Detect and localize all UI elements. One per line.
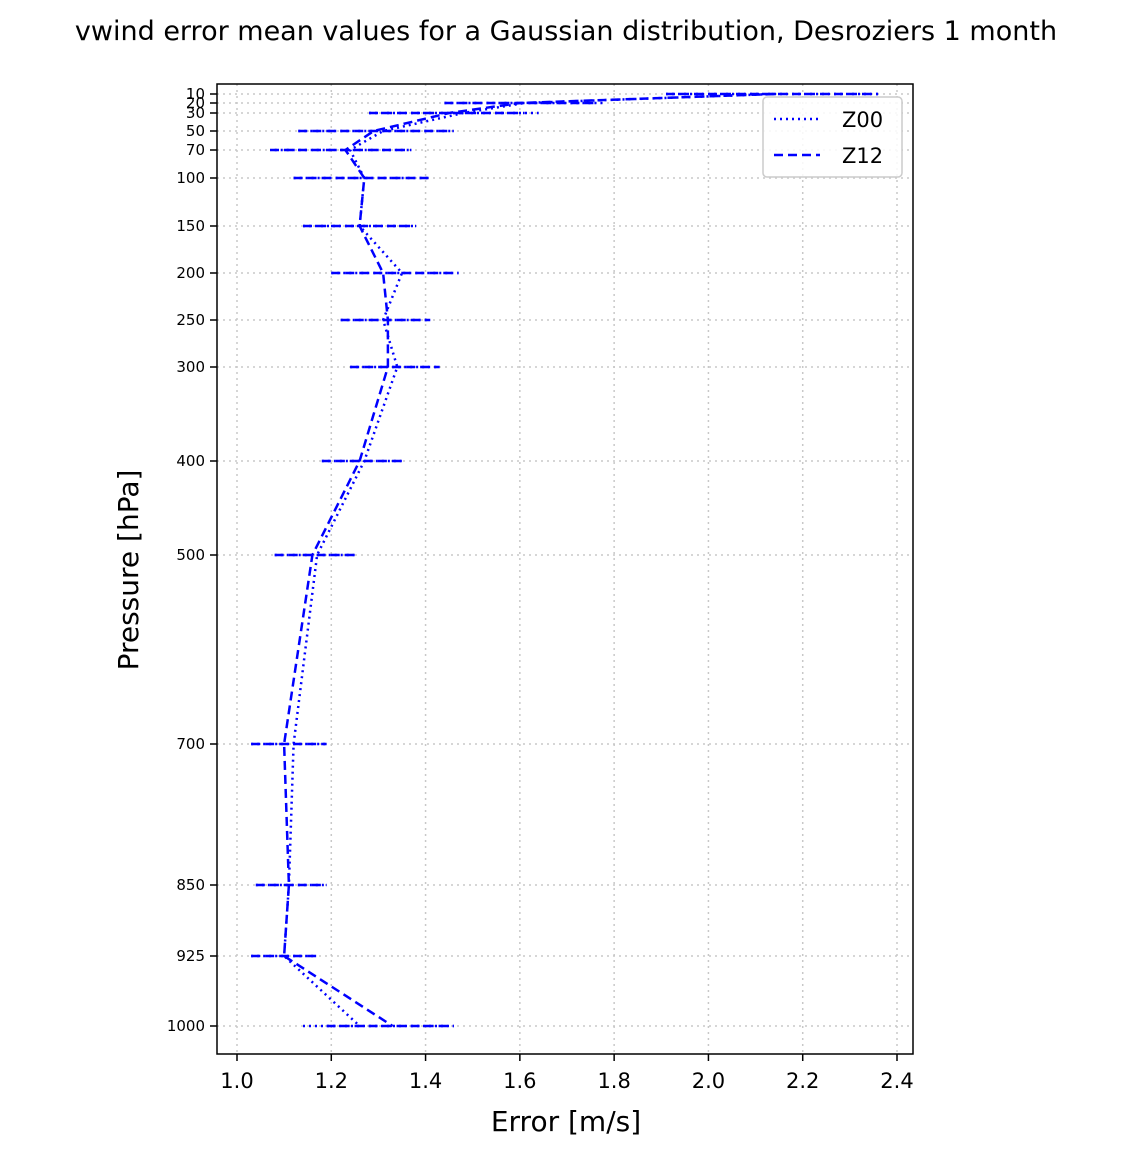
x-tick-label: 1.6 [503, 1069, 536, 1093]
y-tick-label: 1000 [167, 1017, 205, 1035]
y-tick-label: 20 [186, 94, 205, 112]
x-tick-label: 1.0 [220, 1069, 253, 1093]
x-tick-label: 1.8 [597, 1069, 630, 1093]
y-tick-label: 700 [176, 735, 205, 753]
plot-frame [216, 83, 914, 1055]
x-tick-label: 2.4 [880, 1069, 913, 1093]
y-tick-label: 925 [176, 947, 205, 965]
y-tick-label: 500 [176, 546, 205, 564]
x-tick-label: 2.2 [786, 1069, 819, 1093]
series-layer [251, 92, 879, 1028]
x-tick-label: 1.4 [409, 1069, 442, 1093]
x-axis-label: Error [m/s] [491, 1105, 641, 1138]
y-tick-label: 850 [176, 876, 205, 894]
chart-title: vwind error mean values for a Gaussian d… [75, 16, 1057, 47]
x-axis: 1.0 1.2 1.4 1.6 1.8 2.0 2.2 2.4 [220, 1054, 914, 1093]
y-tick-label: 30 [186, 104, 205, 122]
y-tick-label: 300 [176, 358, 205, 376]
y-tick-label: 100 [176, 169, 205, 187]
y-axis-label: Pressure [hPa] [112, 470, 145, 671]
y-tick-label: 10 [186, 85, 205, 103]
series-line [282, 92, 775, 1027]
series-line [282, 92, 775, 1028]
y-tick-label: 70 [186, 141, 205, 159]
y-tick-label: 150 [176, 217, 205, 235]
y-tick-label: 400 [176, 452, 205, 470]
x-tick-label: 1.2 [315, 1069, 348, 1093]
y-tick-label: 250 [176, 311, 205, 329]
y-tick-label: 200 [176, 264, 205, 282]
x-tick-label: 2.0 [692, 1069, 725, 1093]
legend-box [762, 96, 903, 178]
legend-entry: Z12 [842, 144, 883, 168]
y-tick-label: 50 [186, 122, 205, 140]
legend: Z00 Z12 [762, 96, 903, 178]
legend-entry: Z00 [842, 108, 883, 132]
series-Z12 [251, 92, 879, 1028]
